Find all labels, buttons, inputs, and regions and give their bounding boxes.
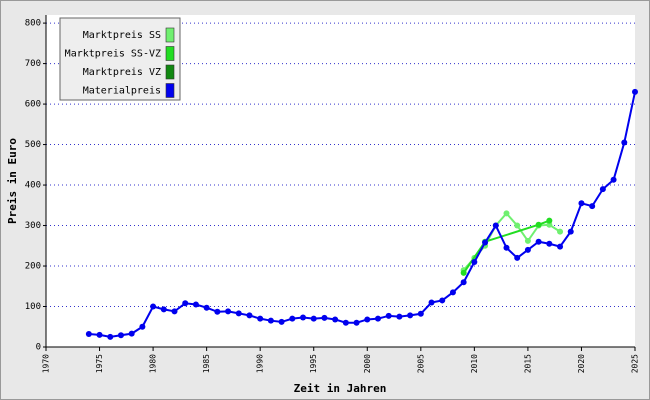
data-point [117,332,124,339]
data-point [107,333,114,340]
data-point [192,301,199,308]
legend-label: Marktpreis SS-VZ [65,49,161,60]
x-tick-label: 2015 [523,354,532,373]
y-axis-title: Preis in Euro [6,138,19,224]
data-point [407,312,414,319]
data-point [278,318,285,325]
data-point [182,300,189,307]
x-tick-label: 2005 [416,354,425,373]
data-point [578,200,585,207]
data-point [567,228,574,235]
data-point [524,246,531,253]
data-point [535,238,542,245]
y-tick-label: 300 [25,221,41,231]
data-point [524,237,531,244]
data-point [396,313,403,320]
legend-label: Materialpreis [83,86,161,97]
data-point [257,315,264,322]
data-point [364,316,371,323]
legend-box [59,17,181,101]
x-tick-label: 2025 [631,354,640,373]
data-point [171,308,178,315]
y-tick-label: 100 [25,302,41,312]
x-tick-label: 1985 [202,354,211,373]
data-point [289,315,296,322]
data-point [439,297,446,304]
data-point [460,269,467,276]
data-point [85,331,92,338]
data-point [503,244,510,251]
data-point [610,176,617,183]
data-point [621,139,628,146]
y-tick-label: 500 [25,140,41,150]
data-point [235,310,242,317]
data-point [150,303,157,310]
data-point [492,222,499,229]
data-point [332,316,339,323]
data-point [321,314,328,321]
data-point [96,331,103,338]
y-tick-label: 0 [36,343,41,353]
data-point [300,314,307,321]
data-point [310,315,317,322]
x-tick-label: 1990 [256,354,265,373]
data-point [514,254,521,261]
data-point [214,308,221,315]
data-point [160,306,167,313]
series-line [88,91,636,338]
x-tick-label: 1975 [95,354,104,373]
x-tick-label: 2000 [363,354,372,373]
data-point [225,308,232,315]
data-point [203,304,210,311]
data-point [632,88,638,95]
x-tick-label: 1980 [149,354,158,373]
data-point [503,210,510,217]
legend-swatch [165,83,175,98]
data-point [546,217,553,224]
y-tick-label: 800 [25,19,41,29]
data-point [599,186,606,193]
legend-swatch [165,27,175,43]
series-line [462,219,550,274]
data-point [482,239,489,246]
legend-swatch [165,64,175,80]
legend-swatch [165,46,175,61]
data-point [546,240,553,247]
x-tick-label: 2010 [470,354,479,373]
data-point [428,299,435,306]
data-point [535,221,542,228]
data-point [353,319,360,326]
y-tick-label: 200 [25,262,41,272]
data-point [139,323,146,330]
y-tick-label: 400 [25,181,41,191]
x-tick-label: 2020 [577,354,586,373]
data-point [514,222,521,229]
data-point [267,317,274,324]
data-point [246,312,253,319]
x-axis-title: Zeit in Jahren [294,382,387,395]
data-point [374,315,381,322]
x-tick-label: 1970 [42,354,51,373]
data-point [385,312,392,319]
data-point [589,203,596,210]
data-point [128,330,135,337]
data-point [449,289,456,296]
data-point [557,243,564,250]
x-tick-label: 1995 [309,354,318,373]
data-point [557,228,564,235]
data-point [342,319,349,326]
data-point [471,258,478,265]
data-point [417,310,424,317]
legend-label: Marktpreis VZ [83,67,161,78]
y-tick-label: 600 [25,100,41,110]
y-tick-label: 700 [25,59,41,69]
legend-label: Marktpreis SS [83,30,161,41]
data-point [460,279,467,286]
